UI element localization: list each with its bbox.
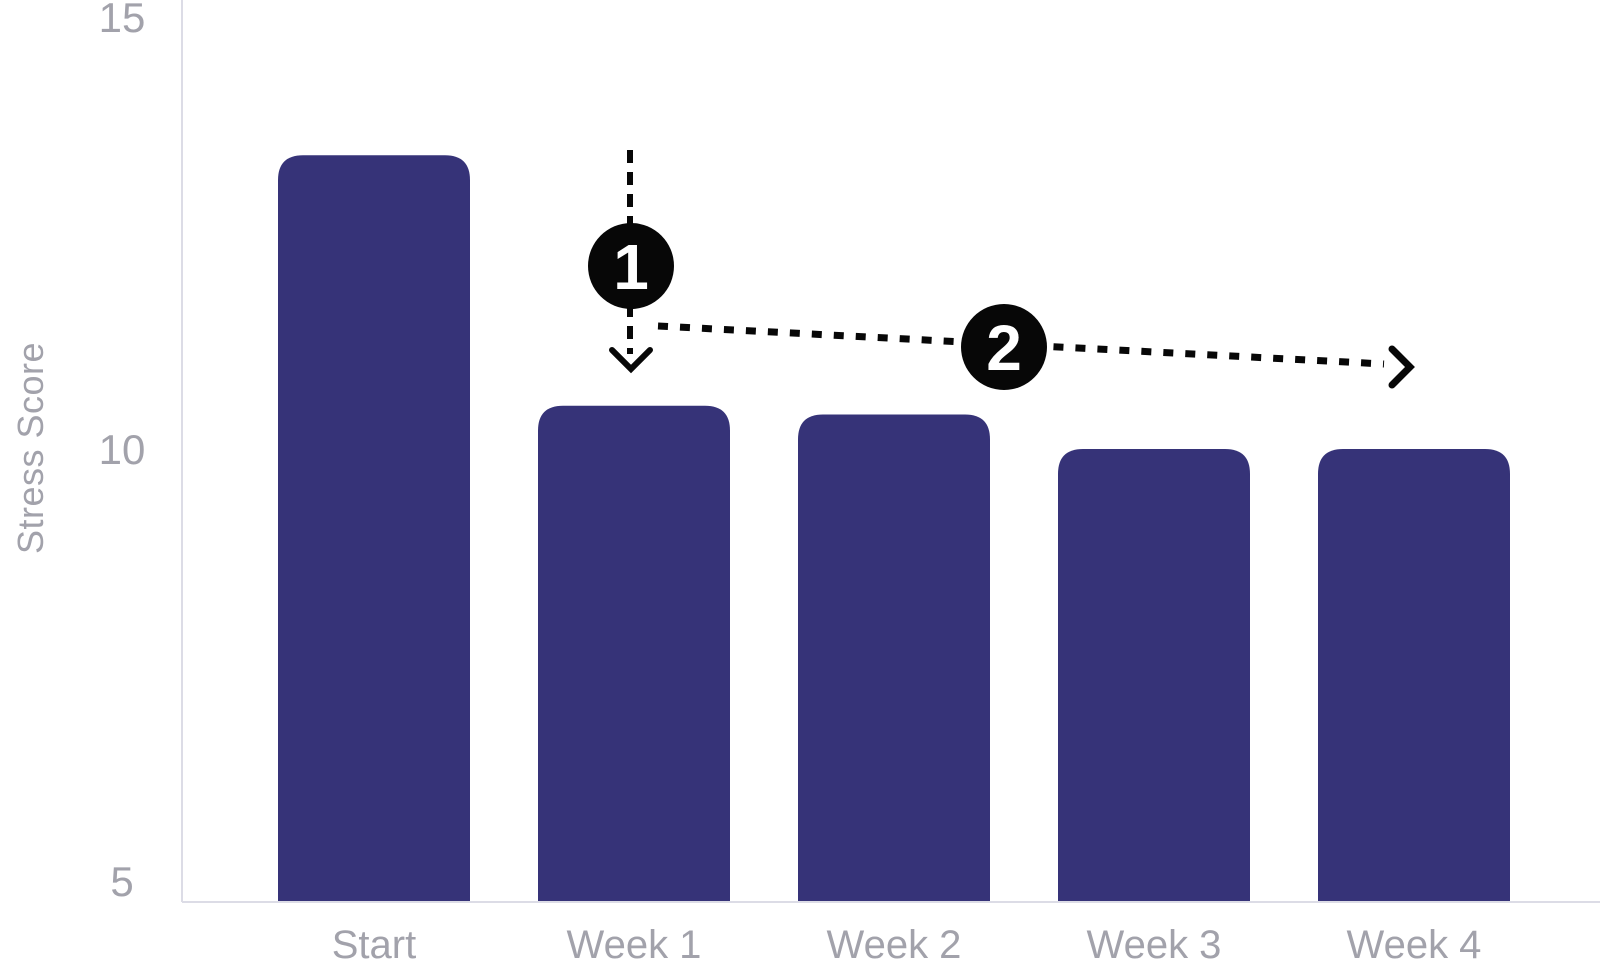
annotation-2-arrowhead-right-icon — [1388, 345, 1415, 389]
annotations: 12 — [588, 150, 1415, 390]
bar-week-4 — [1318, 449, 1510, 903]
bar-week-2 — [798, 414, 990, 903]
bar-week-3 — [1058, 449, 1250, 903]
axes — [181, 0, 1600, 903]
annotation-1-badge — [588, 223, 674, 309]
x-label-start: Start — [332, 923, 416, 967]
x-label-week-4: Week 4 — [1347, 923, 1482, 967]
x-label-week-1: Week 1 — [567, 923, 702, 967]
bar-series — [278, 155, 1510, 904]
bar-week-1 — [538, 405, 730, 903]
y-tick-label-5: 5 — [110, 858, 133, 905]
y-axis-title: Stress Score — [10, 341, 51, 555]
annotation-1-arrowhead-down-icon — [609, 347, 653, 374]
y-tick-label-15: 15 — [99, 0, 146, 41]
annotation-2-number: 2 — [986, 312, 1022, 384]
annotation-2-badge — [961, 304, 1047, 390]
x-label-week-3: Week 3 — [1087, 923, 1222, 967]
annotation-1-number: 1 — [613, 231, 649, 303]
y-tick-label-10: 10 — [99, 426, 146, 473]
x-label-week-2: Week 2 — [827, 923, 962, 967]
x-axis-category-labels: Start Week 1 Week 2 Week 3 Week 4 — [332, 923, 1482, 967]
y-axis-tick-labels: 15 10 5 — [99, 0, 146, 905]
bar-start — [278, 155, 470, 904]
